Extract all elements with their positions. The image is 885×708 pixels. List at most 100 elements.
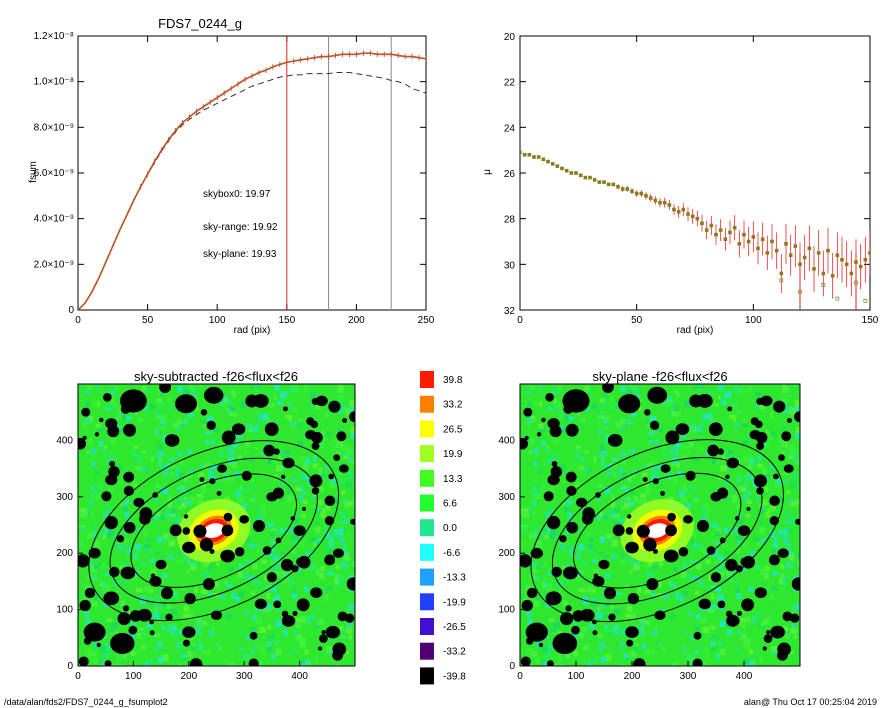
sky-subtracted-noise-pixel	[193, 393, 197, 399]
sky-plane-noise-pixel	[622, 485, 627, 490]
sky-plane-star-mask	[783, 464, 794, 473]
sky-plane-noise-pixel	[720, 395, 724, 400]
sky-subtracted-small-mask	[241, 470, 252, 481]
sky-plane-x-tick-label: 100	[568, 671, 585, 682]
sky-subtracted-noise-pixel	[126, 416, 132, 421]
sky-plane-noise-pixel	[691, 486, 697, 492]
sky-plane-noise-pixel	[629, 448, 636, 455]
mu-point	[653, 198, 658, 203]
sky-subtracted-noise-pixel	[317, 506, 321, 511]
mu-point	[611, 182, 616, 187]
sky-plane-noise-pixel	[707, 413, 713, 420]
sky-subtracted-noise-pixel	[251, 542, 259, 549]
sky-subtracted-noise-pixel	[274, 384, 280, 391]
mu-point	[672, 207, 676, 212]
sky-subtracted-noise-pixel	[166, 603, 172, 610]
sky-plane-noise-pixel	[651, 469, 656, 476]
sky-plane-noise-pixel	[642, 620, 649, 625]
sky-subtracted-noise-pixel	[163, 464, 170, 470]
sky-plane-noise-pixel	[634, 645, 638, 652]
sky-plane-small-mask	[725, 610, 733, 618]
sky-subtracted-noise-pixel	[119, 479, 123, 484]
mu-point	[793, 244, 798, 248]
sky-plane-noise-pixel	[654, 625, 658, 631]
sky-subtracted-noise-pixel	[263, 420, 269, 424]
sky-plane-noise-pixel	[540, 660, 545, 664]
sky-subtracted-noise-pixel	[120, 652, 124, 660]
sky-plane-noise-pixel	[757, 539, 761, 547]
sky-plane-noise-pixel	[634, 565, 638, 571]
sky-subtracted-noise-pixel	[160, 463, 166, 470]
sky-plane-noise-pixel	[694, 496, 699, 500]
mu-open-point	[798, 289, 802, 294]
sky-plane-star-mask	[760, 395, 773, 407]
sky-plane-noise-pixel	[671, 460, 678, 466]
sky-subtracted-small-mask	[109, 460, 116, 467]
sky-plane-small-mask	[643, 538, 657, 552]
sky-plane-noise-pixel	[626, 605, 633, 612]
sky-subtracted-noise-pixel	[193, 398, 200, 404]
sky-plane-noise-pixel	[790, 501, 798, 507]
sky-plane-noise-pixel	[545, 511, 550, 519]
sky-plane-star-mask	[552, 632, 578, 655]
sky-plane-noise-pixel	[682, 646, 687, 652]
sky-subtracted-noise-pixel	[289, 527, 296, 533]
sky-plane-noise-pixel	[530, 596, 536, 601]
sky-plane-small-mask	[763, 634, 773, 643]
sky-plane-noise-pixel	[551, 389, 558, 395]
sky-plane-small-mask	[559, 535, 567, 543]
sky-subtracted-noise-pixel	[135, 633, 142, 639]
mu-open-point	[854, 280, 858, 285]
sky-plane-noise-pixel	[719, 622, 726, 628]
sky-subtracted-small-mask	[78, 656, 89, 666]
sky-subtracted-small-mask	[96, 642, 101, 648]
sky-subtracted-noise-pixel	[136, 528, 143, 532]
sky-subtracted-noise-pixel	[340, 634, 346, 639]
sky-subtracted-noise-pixel	[275, 579, 280, 584]
sky-plane-noise-pixel	[693, 627, 700, 633]
sky-plane-small-mask	[636, 524, 650, 538]
sky-subtracted-noise-pixel	[184, 496, 188, 501]
sky-plane-noise-pixel	[549, 487, 557, 492]
sky-plane-noise-pixel	[561, 479, 565, 484]
sky-subtracted-noise-pixel	[245, 635, 250, 641]
sky-plane-noise-pixel	[641, 643, 646, 650]
sky-plane-noise-pixel	[576, 553, 581, 560]
sky-subtracted-noise-pixel	[253, 446, 260, 451]
sky-plane-small-mask	[736, 610, 742, 617]
sky-plane-noise-pixel	[604, 555, 609, 559]
sky-subtracted-noise-pixel	[110, 622, 118, 629]
sky-plane-noise-pixel	[640, 621, 646, 628]
sky-plane-noise-pixel	[617, 471, 623, 479]
sky-plane-noise-pixel	[582, 596, 589, 604]
sky-subtracted-noise-pixel	[198, 384, 203, 389]
sky-subtracted-noise-pixel	[201, 487, 207, 494]
sky-plane-noise-pixel	[611, 405, 616, 412]
sky-plane-small-mask	[740, 557, 750, 567]
fsum-x-tick-label: 200	[348, 315, 365, 326]
sky-subtracted-noise-pixel	[274, 571, 281, 577]
sky-plane-noise-pixel	[661, 442, 666, 450]
sky-subtracted-noise-pixel	[249, 384, 255, 389]
sky-subtracted-noise-pixel	[177, 472, 185, 478]
sky-plane-noise-pixel	[787, 631, 792, 637]
sky-subtracted-noise-pixel	[314, 539, 322, 544]
sky-plane-noise-pixel	[714, 403, 719, 407]
sky-plane-noise-pixel	[528, 450, 533, 455]
sky-plane-noise-pixel	[528, 618, 533, 626]
sky-subtracted-noise-pixel	[125, 546, 132, 551]
sky-plane-noise-pixel	[604, 654, 612, 662]
sky-plane-noise-pixel	[714, 540, 718, 545]
sky-plane-noise-pixel	[741, 418, 748, 423]
sky-plane-noise-pixel	[706, 509, 710, 516]
sky-subtracted-small-mask	[108, 466, 120, 478]
sky-plane-star-mask	[545, 591, 562, 606]
sky-plane-noise-pixel	[779, 533, 787, 540]
sky-subtracted-noise-pixel	[322, 508, 326, 514]
sky-plane-noise-pixel	[526, 512, 530, 517]
mu-point	[807, 246, 812, 251]
sky-subtracted-noise-pixel	[93, 523, 97, 530]
sky-plane-noise-pixel	[770, 504, 776, 511]
sky-subtracted-noise-pixel	[254, 434, 259, 440]
sky-plane-noise-pixel	[584, 450, 590, 454]
